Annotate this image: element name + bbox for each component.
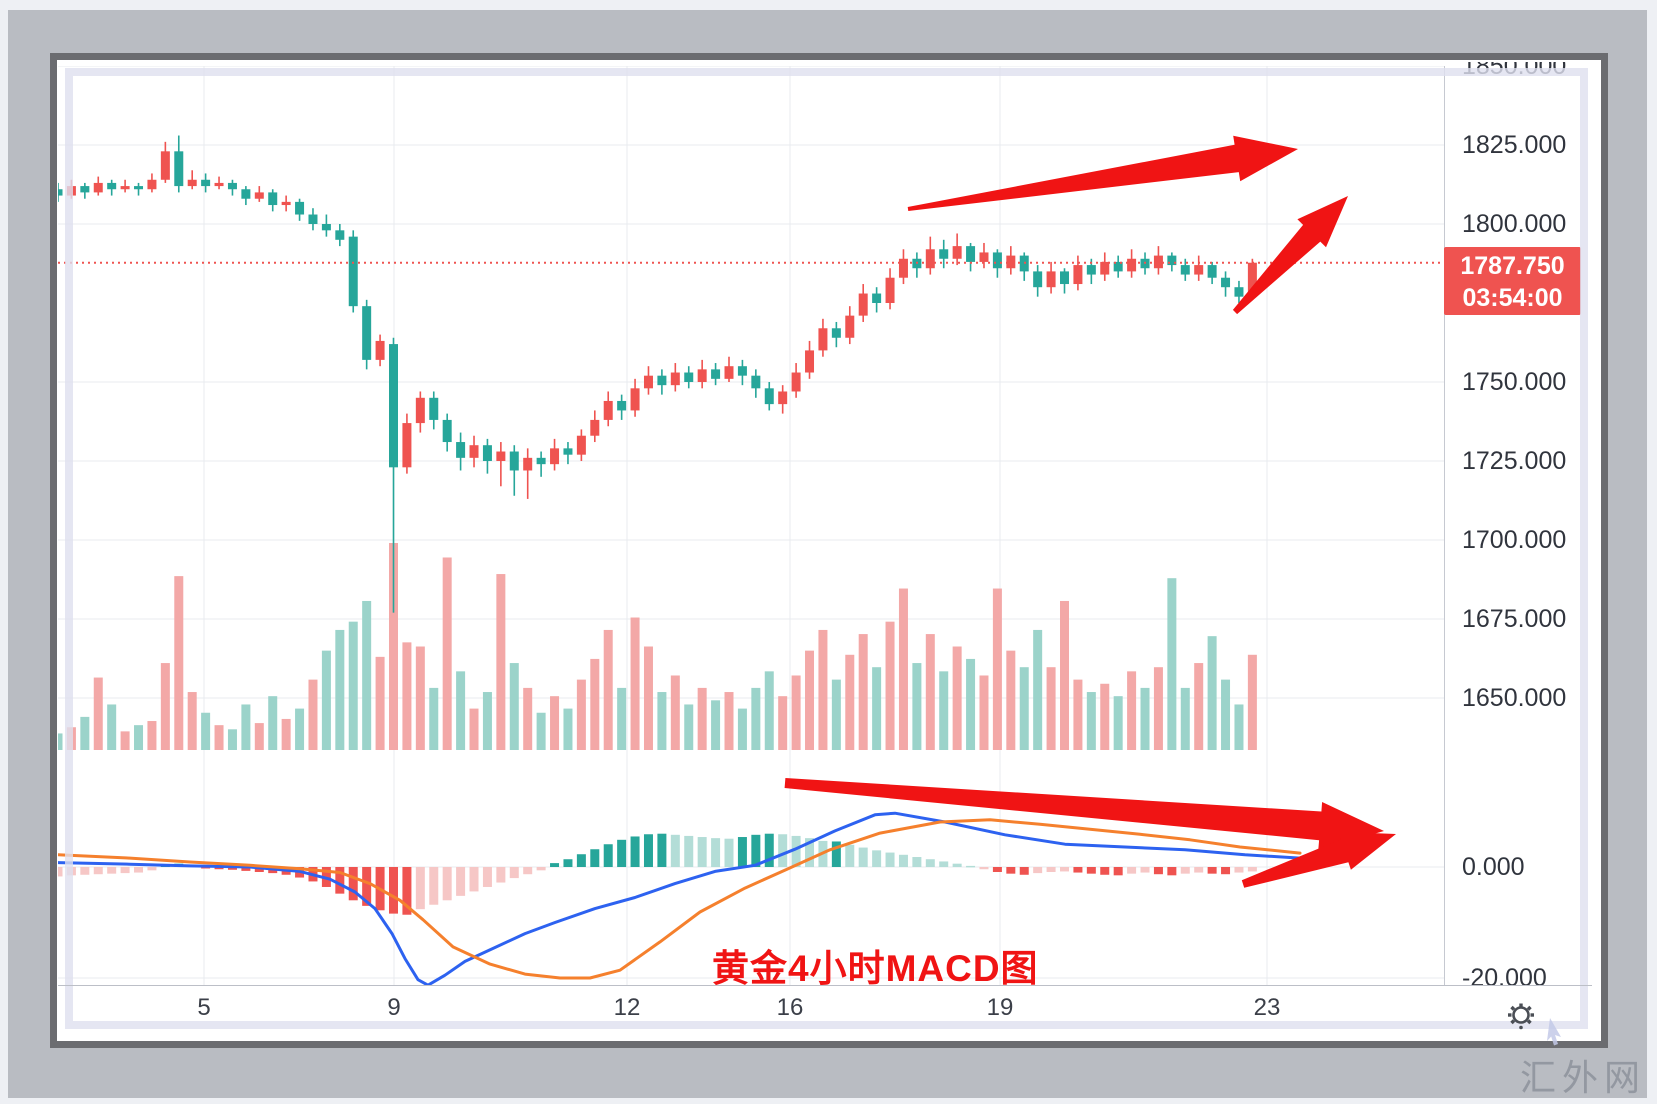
last-price-badge: 1787.750 03:54:00 (1444, 247, 1581, 315)
price-axis-label: -20.000 (1462, 964, 1547, 992)
time-axis-label: 23 (1253, 994, 1281, 1021)
badge-price: 1787.750 (1460, 252, 1565, 280)
price-axis-label: 1850.000 (1462, 62, 1567, 80)
price-axis-label: 1700.000 (1462, 526, 1567, 554)
price-axis-label: 0.000 (1462, 853, 1525, 881)
time-axis-label: 19 (986, 994, 1014, 1021)
gridlines (58, 66, 1444, 985)
price-axis-label: 1650.000 (1462, 684, 1567, 712)
time-axis-label: 16 (776, 994, 804, 1021)
time-axis-line (58, 985, 1592, 986)
trend-arrow (907, 135, 1298, 211)
time-axis-label: 12 (613, 994, 641, 1021)
site-watermark: 汇外网 (1520, 1057, 1647, 1098)
badge-countdown: 03:54:00 (1462, 284, 1563, 312)
chart-plot-area[interactable] (58, 66, 1444, 985)
trend-arrow (1232, 196, 1348, 315)
price-axis-label: 1825.000 (1462, 131, 1567, 159)
price-axis-divider (1444, 66, 1445, 985)
candlestick-series (58, 135, 1257, 613)
trend-arrow (1241, 831, 1396, 888)
price-axis-label: 1675.000 (1462, 605, 1567, 633)
time-axis-label: 9 (387, 994, 401, 1021)
price-axis[interactable]: 1850.000 1825.000 1800.000 1750.000 1725.000… (1444, 62, 1592, 1021)
volume-series (58, 543, 1257, 750)
price-axis-label: 1750.000 (1462, 368, 1567, 396)
gear-icon[interactable] (1504, 1000, 1538, 1034)
time-axis[interactable]: 5 9 12 16 19 23 (58, 986, 1592, 1028)
signal-line (58, 818, 1302, 980)
trend-arrow (784, 778, 1384, 850)
price-axis-label: 1725.000 (1462, 447, 1567, 475)
price-axis-label: 1800.000 (1462, 210, 1567, 238)
macd-line (58, 811, 1302, 985)
time-axis-label: 5 (197, 994, 211, 1021)
macd-annotation-text: 黄金4小时MACD图 (712, 948, 1039, 989)
